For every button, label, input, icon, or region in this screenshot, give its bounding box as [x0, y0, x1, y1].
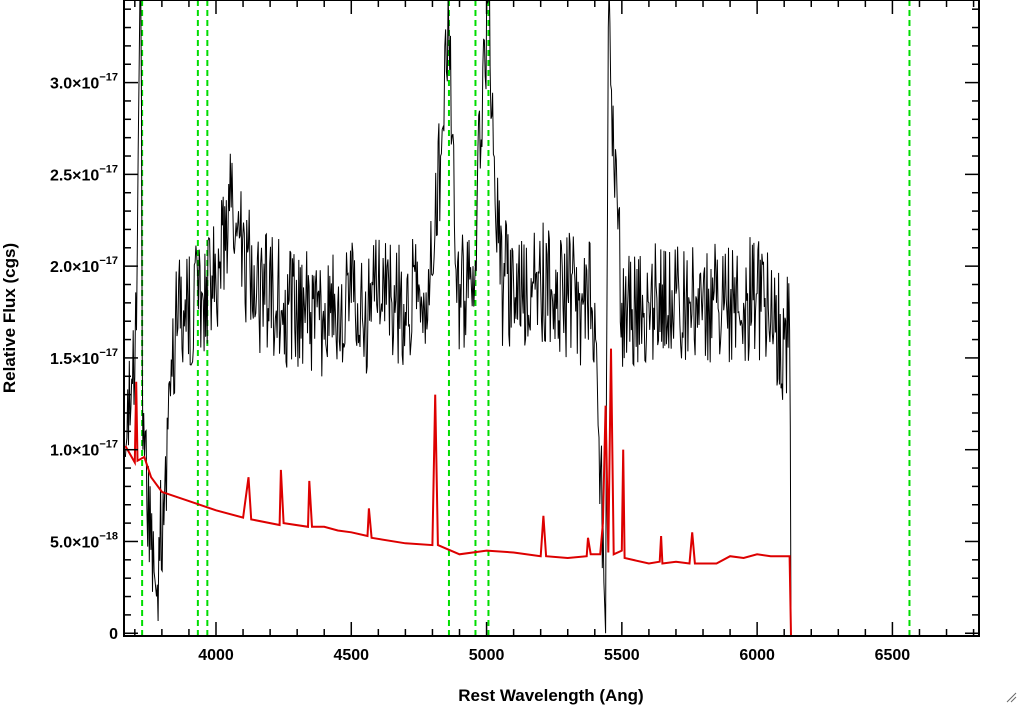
- x-tick-label: 6000: [739, 647, 775, 664]
- plot-frame: [123, 0, 980, 637]
- x-tick-label: 4000: [198, 647, 234, 664]
- model-spectrum-line: [124, 348, 979, 637]
- plot-axes: [123, 0, 980, 637]
- x-tick-label: 4500: [333, 647, 369, 664]
- y-tick-label: 1.0×10−17: [50, 439, 118, 460]
- y-tick-label: 3.0×10−17: [50, 72, 118, 93]
- emission-line-markers: [141, 0, 911, 636]
- x-tick-label: 5500: [604, 647, 640, 664]
- observed-spectrum-line: [124, 0, 792, 634]
- y-tick-label: 2.0×10−17: [50, 255, 118, 276]
- x-tick-label: 6500: [875, 647, 911, 664]
- y-tick-label: 5.0×10−18: [50, 530, 118, 551]
- y-tick-label: 1.5×10−17: [50, 347, 118, 368]
- y-tick-label: 0: [109, 626, 118, 643]
- y-tick-label: 2.5×10−17: [50, 163, 118, 184]
- x-tick-label: 5000: [469, 647, 505, 664]
- y-axis-label: Relative Flux (cgs): [0, 243, 19, 393]
- x-axis-label: Rest Wavelength (Ang): [458, 686, 643, 705]
- resize-grip-icon[interactable]: [1005, 691, 1017, 703]
- spectrum-series: [124, 0, 979, 637]
